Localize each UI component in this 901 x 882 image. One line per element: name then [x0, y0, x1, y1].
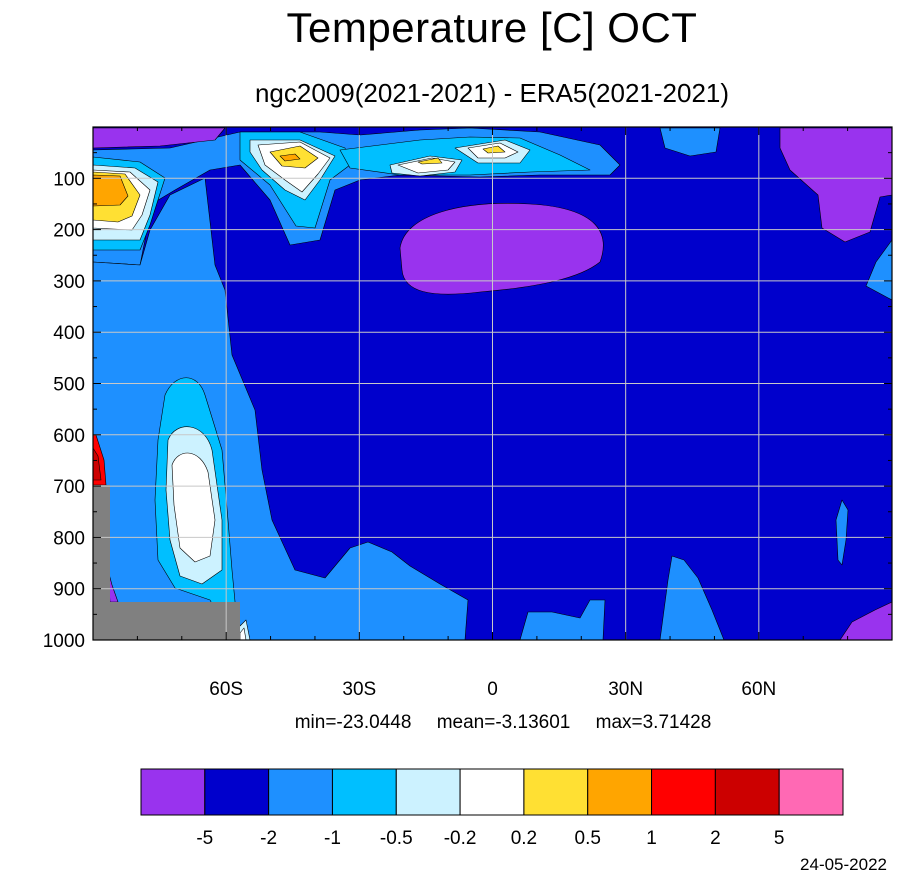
- stat-mean: mean=-3.13601: [436, 712, 571, 733]
- statistics-line: min=-23.0448 mean=-3.13601 max=3.71428: [0, 712, 901, 734]
- stat-min: min=-23.0448: [294, 712, 412, 733]
- region-light-blue-80n: [835, 499, 849, 566]
- region-white-column: [171, 452, 216, 563]
- xtick-label: 30N: [608, 679, 643, 700]
- colorbar-swatch: [268, 768, 333, 816]
- ytick-label: 800: [53, 528, 85, 549]
- colorbar-swatch: [778, 768, 844, 816]
- region-yellow-band1: [417, 157, 443, 165]
- ytick-label: 600: [53, 426, 85, 447]
- ytick-label: 1000: [43, 631, 85, 652]
- colorbar-swatch: [714, 768, 780, 816]
- ytick-label: 900: [53, 580, 85, 601]
- colorbar-label: 2: [710, 828, 721, 849]
- colorbar-swatch: [459, 768, 525, 816]
- chart-title: Temperature [C] OCT: [286, 4, 698, 51]
- region-purple-eq-upper: [399, 203, 604, 295]
- missing-data: [93, 485, 240, 640]
- colorbar-label: 0.2: [511, 828, 537, 849]
- colorbar-label: -0.5: [380, 828, 413, 849]
- colorbar-swatch: [651, 768, 716, 816]
- colorbar-label: -0.2: [444, 828, 477, 849]
- ytick-label: 700: [53, 477, 85, 498]
- colorbar-swatch: [395, 768, 461, 816]
- colorbar: [140, 768, 844, 816]
- region-light-blue-stratosphere: [659, 127, 721, 157]
- region-purple-nh-strat: [779, 127, 892, 243]
- ytick-label: 400: [53, 323, 85, 344]
- region-light-blue-npole: [865, 239, 892, 301]
- region-orange-45s: [279, 153, 301, 162]
- region-orange-sp: [93, 174, 129, 207]
- colorbar-label: 5: [774, 828, 785, 849]
- ytick-label: 100: [53, 169, 85, 190]
- chart-subtitle: ngc2009(2021-2021) - ERA5(2021-2021): [254, 78, 730, 108]
- ytick-label: 200: [53, 221, 85, 242]
- region-darkred-sp-surface: [93, 447, 102, 481]
- colorbar-label: 0.5: [575, 828, 601, 849]
- ytick-label: 500: [53, 375, 85, 396]
- date-stamp: 24-05-2022: [800, 855, 887, 874]
- colorbar-swatch: [204, 768, 270, 816]
- region-purple-sp-strat: [93, 127, 226, 149]
- xtick-label: 60S: [209, 679, 243, 700]
- colorbar-swatch: [587, 768, 653, 816]
- colorbar-swatch: [523, 768, 589, 816]
- region-light-blue-30n: [659, 555, 725, 640]
- xtick-label: 30S: [342, 679, 376, 700]
- region-light-blue-eq: [519, 599, 606, 640]
- stat-max: max=3.71428: [595, 712, 712, 733]
- colorbar-label: -5: [196, 828, 213, 849]
- colorbar-label: -2: [260, 828, 277, 849]
- colorbar-swatch: [331, 768, 397, 816]
- xtick-label: 60N: [741, 679, 776, 700]
- colorbar-label: -1: [324, 828, 341, 849]
- colorbar-swatch: [140, 768, 206, 816]
- ytick-label: 300: [53, 272, 85, 293]
- region-purple-nh-surface: [839, 601, 892, 640]
- xtick-label: 0: [487, 679, 498, 700]
- colorbar-label: 1: [646, 828, 657, 849]
